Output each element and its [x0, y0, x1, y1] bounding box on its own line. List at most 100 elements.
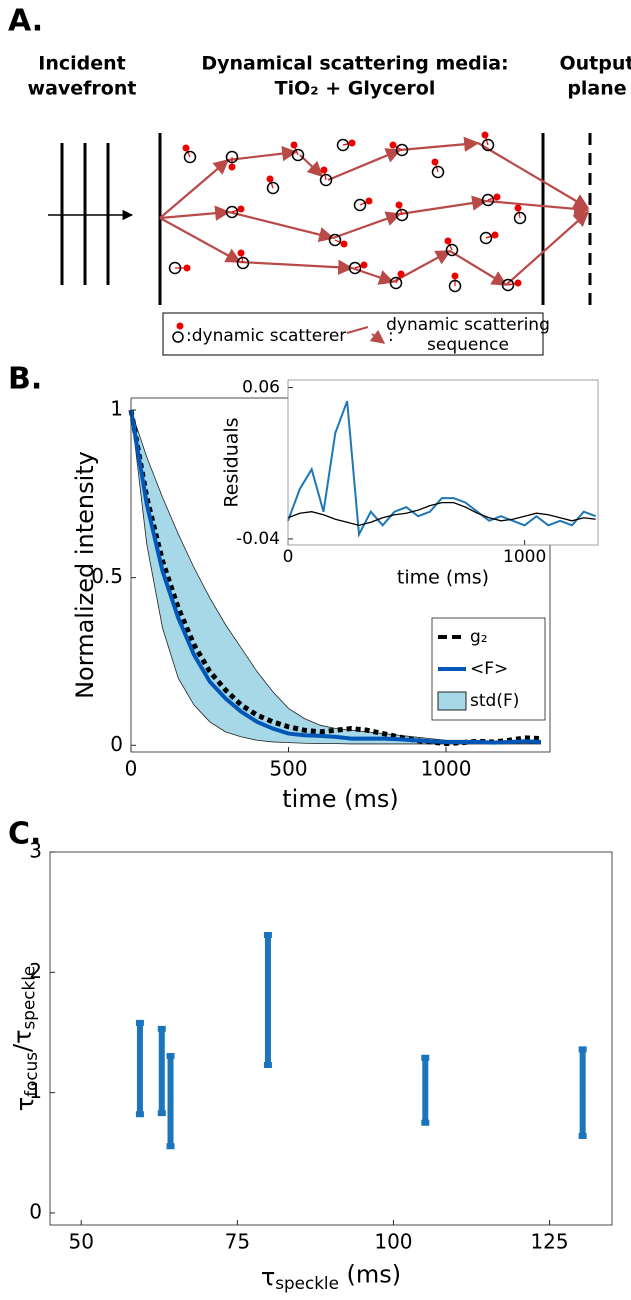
scatterer-dot [183, 264, 191, 272]
scattering-arrow [159, 217, 242, 263]
x-tick-label: 0 [125, 757, 138, 781]
plot-frame [49, 851, 613, 1226]
legend-label: :dynamic scatterer [186, 326, 346, 346]
scatterer-dot [237, 205, 245, 213]
x-tick-label: 50 [68, 1230, 93, 1254]
axis-label: Residuals [221, 417, 243, 507]
diagram-legend [162, 312, 544, 356]
scatterer [431, 165, 445, 179]
scattering-arrow [477, 142, 590, 209]
scatterer [353, 198, 367, 212]
std-band [130, 409, 541, 745]
diagram-label: wavefront [28, 78, 137, 100]
diagram-label: Dynamical scattering media: [201, 53, 508, 75]
y-tick-label: 3 [29, 839, 42, 863]
x-tick-label: 1000 [421, 757, 472, 781]
plot-area [50, 852, 612, 1225]
scatterers [168, 131, 527, 293]
scattering-arrow [239, 259, 354, 275]
scatterer-dot [290, 141, 298, 149]
diagram-label: plane [567, 78, 626, 100]
scatterer-dot [365, 197, 373, 205]
diagram-label: Incident [38, 53, 125, 75]
legend-label: std(F) [470, 691, 519, 711]
axis-label: time (ms) [282, 785, 398, 813]
scatterer-dot [451, 272, 459, 280]
scatterer [448, 279, 462, 293]
scatterer-dot [481, 131, 489, 139]
scatterer-dot [348, 139, 356, 147]
legend-label: <F> [470, 659, 508, 679]
scatterer-dot [395, 201, 403, 209]
scatterer-dot [389, 141, 397, 149]
data-point [580, 1090, 586, 1096]
axis-label-part: τ [261, 1263, 275, 1291]
y-tick-label: 0.5 [91, 564, 123, 588]
scatterer [168, 261, 182, 275]
scatterer [236, 256, 250, 270]
scattering-arrow [505, 210, 590, 286]
scatterer-dot [237, 249, 245, 257]
scatterer [328, 233, 342, 247]
wavefront [60, 143, 110, 285]
scatterer [291, 148, 305, 162]
scatterer [395, 143, 409, 157]
scatterer-dot [493, 193, 501, 201]
x-tick-label: 0 [283, 547, 294, 567]
scatterer-dot [228, 163, 236, 171]
scatterer-dot [182, 144, 190, 152]
x-tick-label: 500 [269, 757, 307, 781]
scatterer-dot [491, 231, 499, 239]
axis-label-part: /τ [8, 1029, 36, 1052]
scatterer [501, 278, 515, 292]
scatterer [225, 205, 239, 219]
legend-scatterer [172, 331, 184, 343]
legend-scatterer [176, 322, 184, 330]
legend-label: dynamic scattering [386, 315, 550, 335]
x-tick-label: 75 [225, 1230, 250, 1254]
axis-label-part: speckle [275, 1273, 339, 1293]
scattering-arrow [399, 136, 480, 152]
y-tick-label: 0.06 [242, 378, 280, 398]
scattering-paths [159, 136, 590, 286]
plot-area [288, 380, 598, 545]
scatterer [225, 150, 239, 164]
data-point [159, 1068, 165, 1074]
axis-label-part: τ [11, 1097, 39, 1111]
scattering-arrow [159, 205, 231, 221]
legend-label: : [388, 326, 394, 346]
scatterer-dot [514, 204, 522, 212]
y-tick-label: 1 [29, 1079, 42, 1103]
scatterer [319, 173, 333, 187]
scatterer [481, 193, 495, 207]
scatterer [266, 181, 280, 195]
axis-label-part: (ms) [339, 1260, 401, 1288]
scatterer-dot [444, 237, 452, 245]
y-tick-label: -0.04 [236, 529, 280, 549]
scatterer [395, 208, 409, 222]
scattering-arrow [327, 148, 402, 182]
line [129, 409, 541, 745]
scattering-arrow [351, 266, 395, 285]
panel-label: A. [8, 4, 43, 39]
scatterer [183, 150, 197, 164]
axis-label-part: focus [21, 1052, 41, 1097]
scatterer-dot [397, 270, 405, 278]
axis-label-part: speckle [18, 966, 38, 1030]
y-tick-label: 1 [110, 397, 123, 421]
data-point [137, 1066, 143, 1072]
data-point [265, 997, 271, 1003]
scattering-arrow [485, 199, 590, 217]
axis-label: time (ms) [397, 567, 489, 589]
y-tick-label: 0 [29, 1199, 42, 1223]
scattering-arrow [227, 145, 298, 162]
axis-label: τfocus/τspeckle [8, 966, 40, 1111]
scattering-arrow [399, 195, 488, 216]
axis-label: τspeckle (ms) [261, 1260, 401, 1292]
scatterer [348, 261, 362, 275]
scatterer-dot [431, 158, 439, 166]
legend-label: g₂ [470, 627, 488, 647]
legend-label: sequence [427, 335, 509, 355]
data-point [422, 1087, 428, 1093]
panel-label: B. [8, 362, 42, 397]
